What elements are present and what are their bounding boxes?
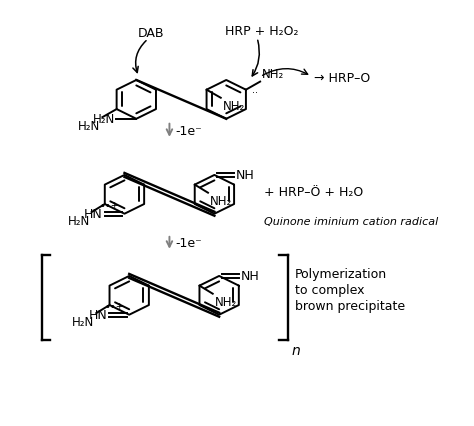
Text: NH: NH [241, 270, 260, 283]
Text: H₂N: H₂N [67, 214, 90, 227]
Text: DAB: DAB [137, 27, 164, 40]
Text: → HRP–O: → HRP–O [314, 72, 370, 84]
Text: ••+: ••+ [100, 200, 119, 210]
Text: H₂N: H₂N [93, 113, 115, 126]
Text: HN: HN [84, 208, 103, 221]
Text: NH: NH [236, 169, 255, 182]
Text: to complex: to complex [295, 283, 365, 296]
Text: ..: .. [252, 85, 257, 95]
Text: Polymerization: Polymerization [295, 267, 387, 280]
Text: ••+: ••+ [104, 301, 124, 311]
Text: -1e⁻: -1e⁻ [175, 237, 202, 250]
Text: H₂N: H₂N [72, 315, 94, 328]
Text: NH₂: NH₂ [210, 195, 232, 208]
Text: Quinone iminium cation radical: Quinone iminium cation radical [264, 216, 438, 226]
Text: brown precipitate: brown precipitate [295, 299, 405, 312]
Text: -1e⁻: -1e⁻ [175, 125, 202, 138]
Text: HRP + H₂O₂: HRP + H₂O₂ [225, 25, 299, 38]
Text: NH₂: NH₂ [223, 100, 245, 113]
Text: H₂N: H₂N [78, 119, 100, 132]
Text: HN: HN [89, 308, 108, 322]
Text: NH₂: NH₂ [215, 296, 237, 308]
Text: NH₂: NH₂ [262, 68, 284, 81]
Text: n: n [292, 343, 301, 357]
Text: + HRP–Ö + H₂O: + HRP–Ö + H₂O [264, 185, 364, 198]
